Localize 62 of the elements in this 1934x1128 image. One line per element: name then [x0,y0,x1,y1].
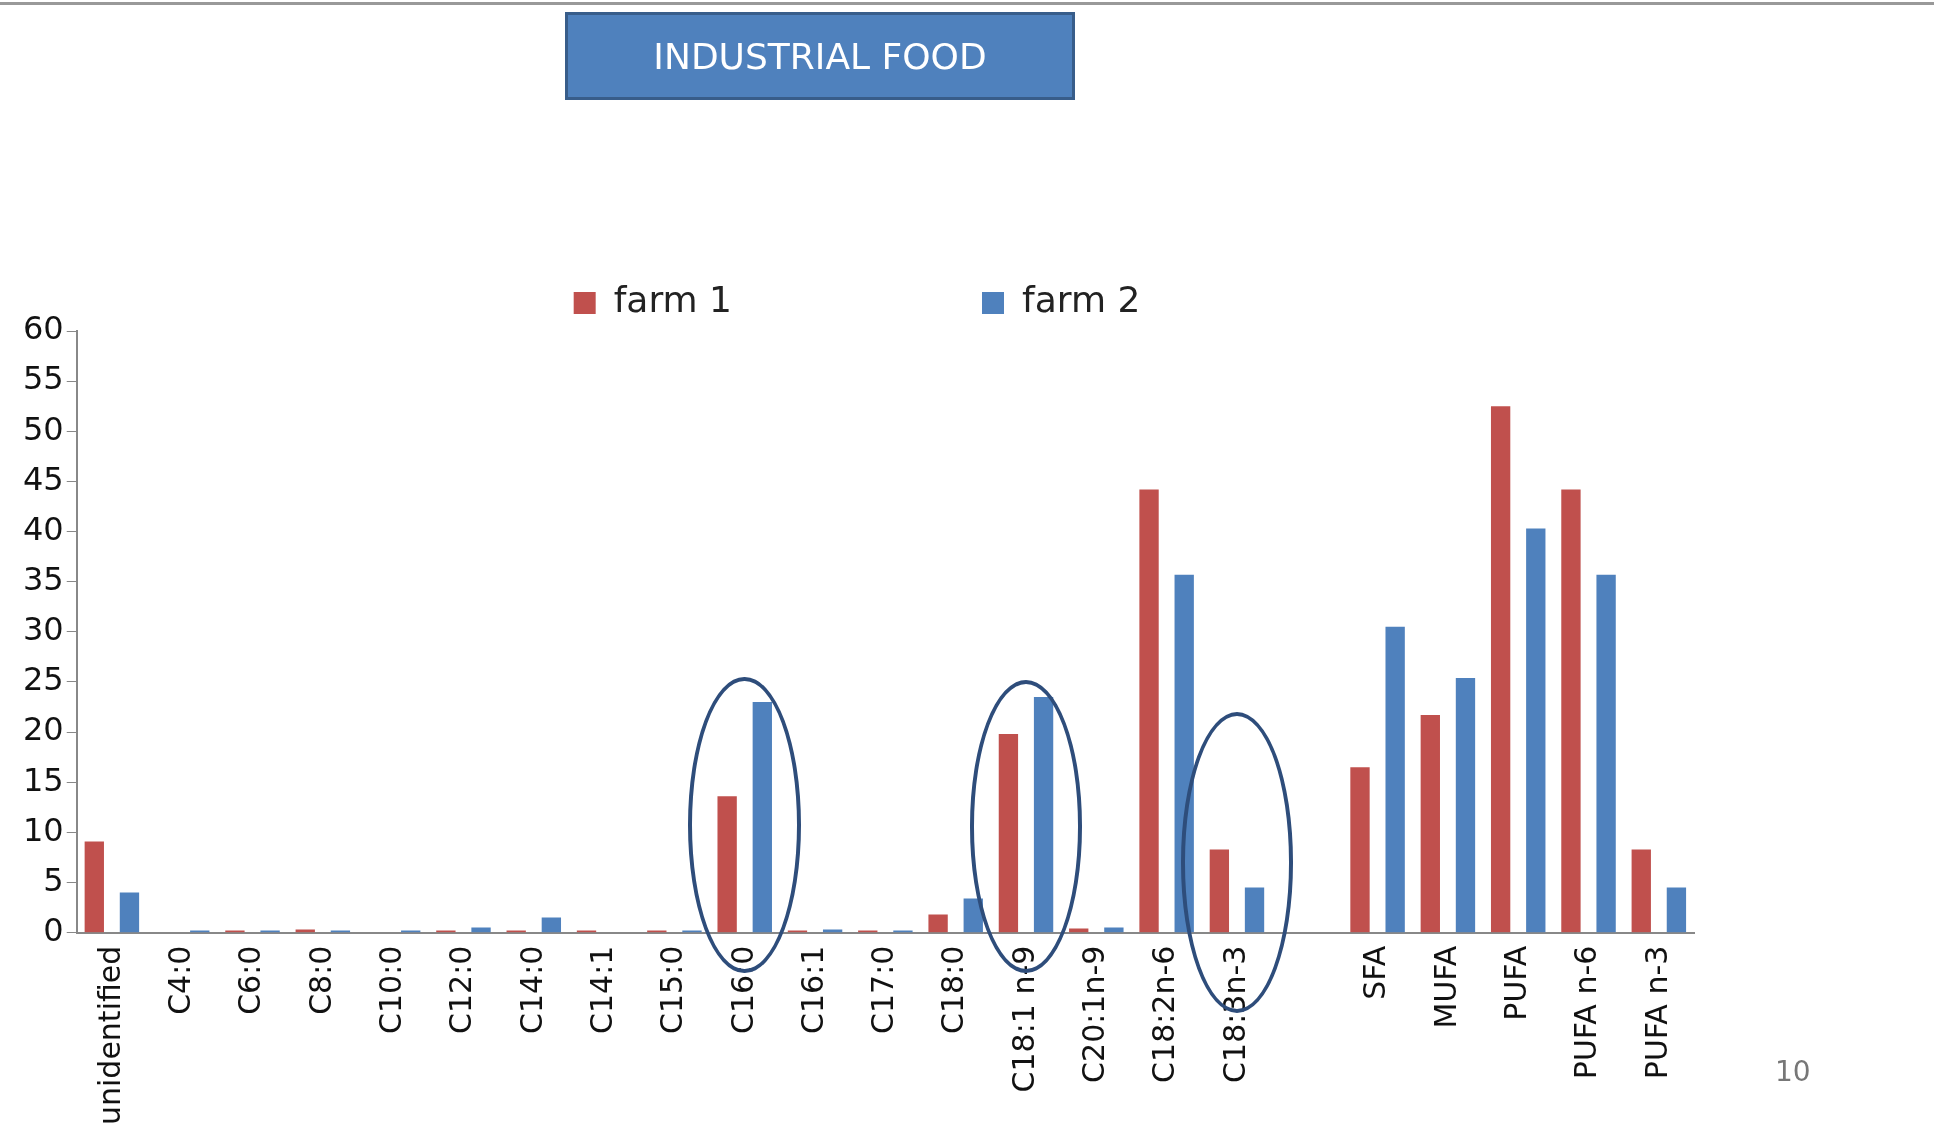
bar [1104,927,1124,933]
x-tick-label: C14:1 [583,945,619,1034]
bar [1596,574,1616,933]
bar [1561,489,1581,933]
y-tick-label: 0 [43,910,64,949]
x-tick-label: C8:0 [302,945,338,1015]
bar [1526,528,1546,933]
x-tick-label: C15:0 [654,945,690,1034]
bar [1385,626,1405,933]
y-tick-label: 20 [23,710,64,749]
y-tick-label: 40 [23,509,64,548]
x-tick-label: MUFA [1427,945,1463,1029]
bar [1139,489,1159,933]
chart-title: INDUSTRIAL FOOD [565,12,1075,100]
x-tick-label: C16:1 [794,945,830,1034]
x-tick-label: C12:0 [443,945,479,1034]
x-tick-label: C16:0 [724,945,760,1034]
x-tick-label: SFA [1357,945,1393,1000]
bar [1350,767,1370,933]
bar [752,702,772,933]
y-tick-label: 35 [23,559,64,598]
bar [717,796,737,933]
legend-label: farm 2 [1022,279,1141,321]
y-tick-label: 15 [23,760,64,799]
x-tick-label: C18:2n-6 [1146,945,1182,1083]
bar [1631,849,1651,933]
x-tick-label: C14:0 [513,945,549,1034]
bar [998,734,1019,933]
x-tick-label: C20:1n-9 [1076,945,1112,1083]
legend-label: farm 1 [613,279,733,321]
bar [1420,715,1440,933]
x-tick-label: C6:0 [232,945,268,1015]
bar [1033,696,1054,933]
y-tick-label: 50 [23,409,64,448]
text: 10 [1775,1055,1811,1088]
y-tick-label: 25 [23,660,64,699]
y-tick-label: 45 [23,459,64,498]
bar [1244,887,1265,933]
y-tick-label: 55 [23,359,64,398]
x-tick-label: C18:0 [935,945,971,1034]
bar [1455,677,1476,933]
x-tick-label: PUFA n-6 [1568,945,1604,1080]
x-tick-label: PUFA [1498,945,1534,1021]
bar [84,841,104,933]
bar [1666,887,1687,933]
bar [471,927,491,933]
bar [1490,406,1511,933]
x-tick-label: C18:3n-3 [1216,945,1252,1083]
bar [119,892,140,933]
y-tick-label: 30 [23,610,64,649]
x-tick-label: PUFA n-3 [1638,945,1674,1080]
y-tick-label: 60 [23,309,64,348]
x-tick-label: C17:0 [865,945,901,1034]
y-tick-label: 10 [23,810,64,849]
bar [541,917,562,933]
bar [928,914,948,933]
x-tick-label: C10:0 [372,945,408,1034]
x-tick-label: C18:1 n-9 [1005,945,1041,1093]
x-tick-label: unidentified [91,945,127,1125]
y-tick-label: 5 [43,860,64,899]
bar [1209,849,1230,933]
x-tick-label: C4:0 [161,945,197,1015]
